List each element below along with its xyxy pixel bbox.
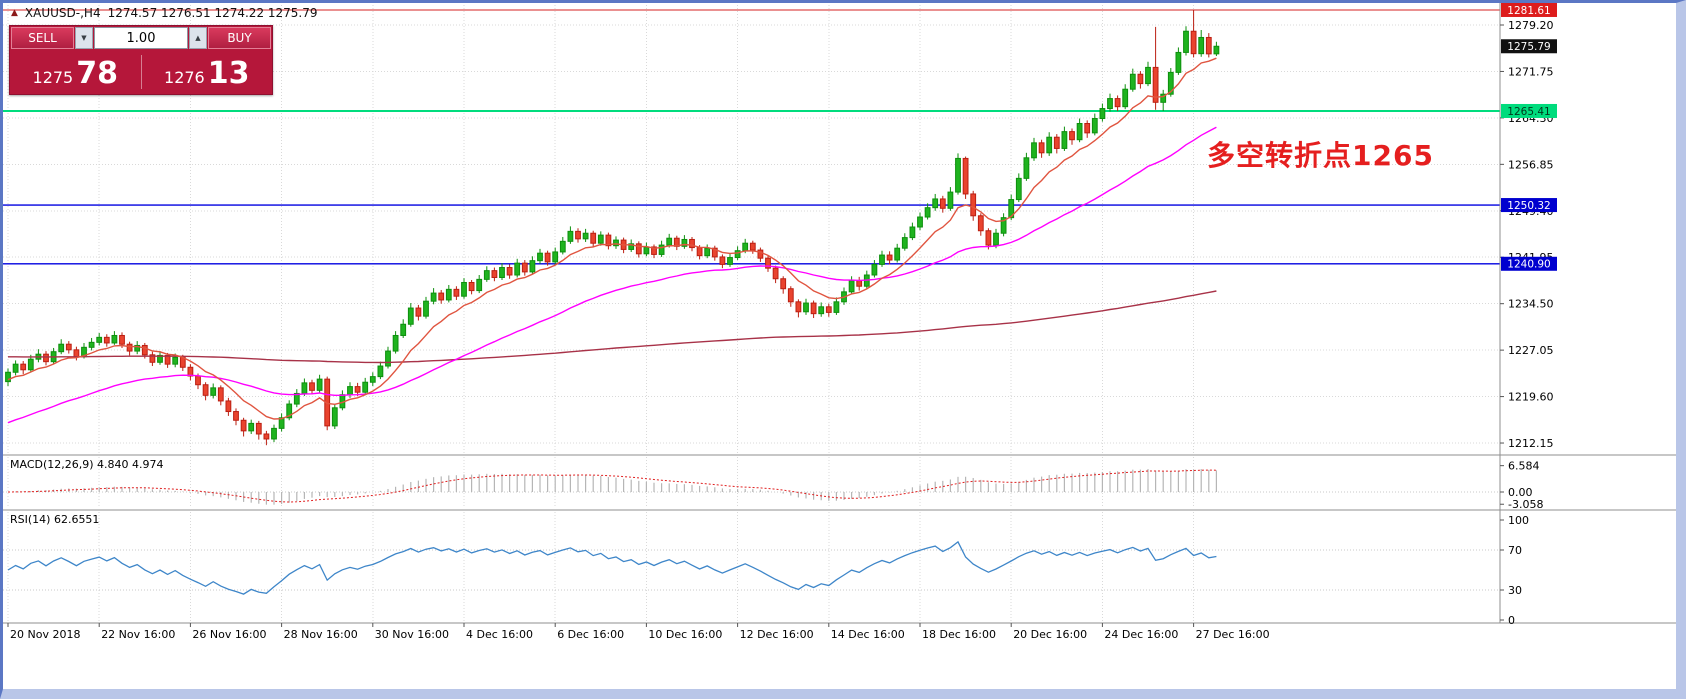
- time-axis-label: 12 Dec 16:00: [740, 628, 814, 641]
- chevron-down-icon: ▼: [81, 34, 87, 42]
- time-axis-label: 26 Nov 16:00: [192, 628, 266, 641]
- quote-ohlc: 1274.57 1276.51 1274.22 1275.79: [107, 6, 318, 20]
- lot-size-input[interactable]: [94, 27, 188, 49]
- rsi-indicator-label: RSI(14) 62.6551: [10, 513, 100, 526]
- price-tag-label: 1281.61: [1507, 5, 1550, 17]
- candlesticks: [5, 9, 1220, 446]
- rsi-axis-label: 70: [1508, 544, 1522, 557]
- rsi-axis-label: 0: [1508, 614, 1515, 627]
- lot-increase-button[interactable]: ▲: [189, 27, 207, 49]
- price-tag-label: 1240.90: [1507, 259, 1550, 271]
- ma-350-line: [8, 290, 1217, 364]
- grid-lines: [3, 5, 1500, 621]
- sell-price-pips: 78: [76, 55, 118, 91]
- price-divider: [140, 55, 142, 89]
- price-tag-label: 1265.41: [1507, 106, 1550, 118]
- ma-9-line: [7, 57, 1217, 420]
- time-axis-label: 27 Dec 16:00: [1196, 628, 1270, 641]
- buy-price-pips: 13: [207, 55, 250, 91]
- time-axis-label: 22 Nov 16:00: [101, 628, 175, 641]
- macd-indicator-label: MACD(12,26,9) 4.840 4.974: [10, 458, 164, 471]
- macd-axis-label: 0.00: [1508, 486, 1533, 499]
- price-axis-label: 1212.15: [1508, 437, 1554, 450]
- time-axis-label: 18 Dec 16:00: [922, 628, 996, 641]
- trade-controls-row: SELL ▼ ▲ BUY: [10, 26, 272, 50]
- time-axis-label: 20 Dec 16:00: [1013, 628, 1087, 641]
- chart-canvas[interactable]: 1279.201271.751264.301256.851249.401241.…: [3, 3, 1676, 689]
- rsi-axis-label: 30: [1508, 584, 1522, 597]
- price-axis-label: 1279.20: [1508, 19, 1554, 32]
- price-axis-label: 1256.85: [1508, 158, 1554, 171]
- price-tag-label: 1250.32: [1507, 200, 1550, 212]
- buy-price-display[interactable]: 1276 13: [142, 55, 273, 91]
- price-axis-label: 1234.50: [1508, 298, 1554, 311]
- time-axis-label: 20 Nov 2018: [10, 628, 80, 641]
- time-axis-label: 28 Nov 16:00: [284, 628, 358, 641]
- price-tag: [1501, 103, 1557, 118]
- buy-price-main: 1276: [164, 67, 205, 87]
- panel-separators: [3, 3, 1676, 624]
- time-axis-label: 6 Dec 16:00: [557, 628, 624, 641]
- axis-labels: 1279.201271.751264.301256.851249.401241.…: [7, 19, 1554, 641]
- price-axis-label: 1227.05: [1508, 344, 1554, 357]
- price-axis-label: 1219.60: [1508, 391, 1554, 404]
- chevron-up-icon: ▲: [195, 34, 201, 42]
- rsi-line: [7, 540, 1217, 595]
- sell-button[interactable]: SELL: [11, 27, 74, 49]
- time-axis-label: 24 Dec 16:00: [1104, 628, 1178, 641]
- price-tag: [1501, 3, 1557, 17]
- symbol-timeframe: XAUUSD-,H4: [24, 6, 101, 20]
- horizontal-level-lines: [3, 9, 1500, 265]
- price-tag: [1501, 256, 1557, 271]
- ma-40-line: [7, 126, 1217, 424]
- symbol-icon: ▲: [11, 7, 18, 18]
- price-tag: [1501, 198, 1557, 213]
- price-axis-label: 1271.75: [1508, 65, 1554, 78]
- trade-prices-row: 1275 78 1276 13: [10, 50, 272, 94]
- price-tags: 1281.61 1275.79 1265.41 1250.32 1240.90: [1501, 3, 1557, 271]
- sell-price-display[interactable]: 1275 78: [10, 55, 141, 91]
- price-tag-label: 1275.79: [1507, 41, 1550, 53]
- one-click-trading-panel: SELL ▼ ▲ BUY 1275 78 1276 13: [9, 25, 273, 95]
- rsi-axis-label: 100: [1508, 514, 1529, 527]
- chart-header: ▲ XAUUSD-,H4 1274.57 1276.51 1274.22 127…: [11, 6, 318, 20]
- lot-decrease-button[interactable]: ▼: [75, 27, 93, 49]
- time-axis-label: 10 Dec 16:00: [648, 628, 722, 641]
- time-axis-label: 14 Dec 16:00: [831, 628, 905, 641]
- time-axis-label: 4 Dec 16:00: [466, 628, 533, 641]
- macd-histogram: [15, 468, 1218, 505]
- buy-button[interactable]: BUY: [208, 27, 271, 49]
- macd-signal-line: [7, 469, 1217, 503]
- time-axis-label: 30 Nov 16:00: [375, 628, 449, 641]
- price-tag: [1501, 39, 1557, 54]
- macd-axis-label: 6.584: [1508, 460, 1540, 473]
- sell-price-main: 1275: [32, 67, 74, 87]
- macd-axis-label: -3.058: [1508, 498, 1543, 511]
- chart-annotation-text: 多空转折点1265: [1207, 139, 1434, 172]
